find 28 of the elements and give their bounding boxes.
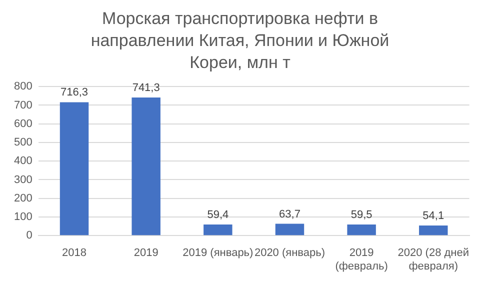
data-label: 63,7 xyxy=(279,208,300,220)
y-tick-label: 0 xyxy=(26,230,32,242)
x-tick-label: 2018 xyxy=(62,247,87,260)
bar xyxy=(347,224,376,236)
y-tick-label: 700 xyxy=(14,99,32,112)
y-tick-label: 300 xyxy=(14,174,32,186)
y-tick-label: 500 xyxy=(14,136,32,149)
x-tick-label: 2019 (февраль) xyxy=(335,247,388,272)
y-tick-label: 100 xyxy=(14,211,32,224)
bar xyxy=(419,226,448,236)
bar xyxy=(275,224,304,236)
data-label: 59,5 xyxy=(350,209,372,222)
chart-title: Морская транспортировка нефти в направлении Китая, Японии и Южной Кореи, млн т xyxy=(90,8,390,74)
y-tick-label: 400 xyxy=(14,155,32,168)
x-tick-label: 2019 (январь) xyxy=(182,247,254,260)
bar xyxy=(60,102,89,236)
x-tick-label: 2019 xyxy=(134,247,158,260)
y-tick-label: 800 xyxy=(14,80,32,93)
bar xyxy=(132,98,160,236)
data-label: 59,4 xyxy=(207,209,229,222)
y-tick-label: 200 xyxy=(14,192,32,204)
data-label: 54,1 xyxy=(422,210,444,222)
data-label: 716,3 xyxy=(60,86,88,99)
bar xyxy=(204,224,232,236)
x-tick-label: 2020 (28 дней февраля) xyxy=(398,247,470,272)
data-label: 741,3 xyxy=(132,82,160,94)
y-tick-label: 600 xyxy=(14,118,32,130)
x-tick-label: 2020 (январь) xyxy=(254,247,326,260)
